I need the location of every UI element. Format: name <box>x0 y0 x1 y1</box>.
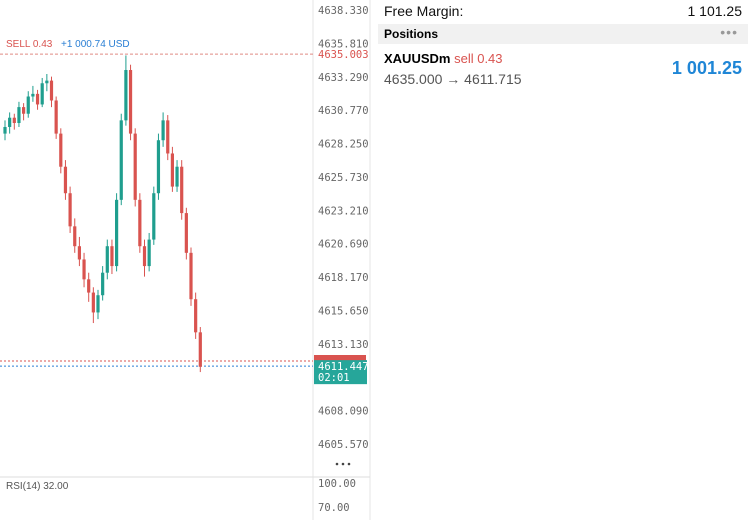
current-price-box <box>314 360 367 385</box>
free-margin-value: 1 101.25 <box>687 3 743 19</box>
candle-body <box>22 107 26 114</box>
rsi-tick: 100.00 <box>318 478 356 490</box>
position-prices: 4635.000 → 4611.715 <box>384 71 522 87</box>
candle-body <box>161 120 165 141</box>
price-tick-label: 4605.570 <box>318 439 369 451</box>
sell-label: SELL 0.43 <box>6 39 53 50</box>
candle-body <box>133 133 137 200</box>
candle-body <box>68 193 72 227</box>
price-tick-label: 4620.690 <box>318 239 369 251</box>
candle-body <box>91 292 95 313</box>
candle-body <box>31 93 35 97</box>
candle-body <box>59 133 63 167</box>
candle-body <box>110 246 114 267</box>
candle-body <box>142 246 147 267</box>
position-symbol: XAUUSDm <box>384 51 451 66</box>
candle-body <box>115 199 119 267</box>
candle-body <box>26 96 30 114</box>
candle-body <box>49 80 54 101</box>
candle-body <box>105 246 109 273</box>
candle-body <box>189 252 193 300</box>
candle-body <box>119 120 123 200</box>
free-margin-label: Free Margin: <box>384 3 464 19</box>
account-panel: Free Margin: 1 101.25 Positions ••• XAUU… <box>378 0 750 520</box>
candle-body <box>3 126 7 134</box>
candle-body <box>73 226 77 247</box>
price-tick-label: 4633.290 <box>318 72 369 84</box>
candle-body <box>87 279 91 293</box>
candle-body <box>35 93 40 105</box>
price-tick-label: 4608.090 <box>318 406 369 418</box>
position-item[interactable]: XAUUSDm sell 0.43 4635.000 → 4611.715 1 … <box>378 50 750 90</box>
price-tick-label: 4613.130 <box>318 339 369 351</box>
position-title: XAUUSDm sell 0.43 <box>384 51 503 66</box>
countdown: 02:01 <box>318 372 350 384</box>
price-tick-label: 4635.810 <box>318 38 369 50</box>
candle-body <box>152 193 156 240</box>
positions-title: Positions <box>384 27 439 41</box>
candle-body <box>156 140 161 194</box>
more-icon[interactable] <box>335 462 351 466</box>
price-tick-label: 4628.250 <box>318 139 369 151</box>
positions-header: Positions ••• <box>378 24 748 44</box>
candle-body <box>45 80 49 84</box>
rsi-label: RSI(14) 32.00 <box>6 481 69 492</box>
rsi-tick: 70.00 <box>318 502 350 514</box>
candle-body <box>194 299 198 333</box>
price-tick-label: 4618.170 <box>318 272 369 284</box>
positions-menu[interactable]: ••• <box>720 24 738 40</box>
candle-body <box>198 332 202 367</box>
candle-body <box>96 295 100 313</box>
candle-body <box>138 199 142 247</box>
candle-body <box>170 153 174 187</box>
candle-body <box>124 70 128 121</box>
price-tick-label: 4638.330 <box>318 5 369 17</box>
position-profit: 1 001.25 <box>671 58 742 78</box>
candle-body <box>54 100 58 134</box>
candle-body <box>8 117 12 127</box>
open-price-label: 4635.003 <box>318 49 369 61</box>
candle-body <box>166 120 170 154</box>
candle-body <box>147 239 151 267</box>
candle-body <box>12 117 16 124</box>
price-tick-label: 4623.210 <box>318 205 369 217</box>
candle-body <box>17 107 21 124</box>
free-margin-row: Free Margin: 1 101.25 <box>384 3 742 19</box>
candle-body <box>77 246 81 260</box>
price-tick-label: 4615.650 <box>318 305 369 317</box>
chart: SELL 0.43 +1 000.74 USD RSI(14) 32.00 10… <box>0 0 371 520</box>
position-side: sell 0.43 <box>454 51 503 66</box>
candle-body <box>128 70 133 134</box>
candle-body <box>180 166 184 214</box>
candle-body <box>82 259 86 280</box>
price-tick-label: 4625.730 <box>318 172 369 184</box>
price-tick-label: 4630.770 <box>318 105 369 117</box>
candle-body <box>63 166 68 194</box>
candle-body <box>175 166 179 187</box>
sell-profit: +1 000.74 USD <box>61 39 130 50</box>
current-price-label: 4611.447 <box>318 361 369 373</box>
candle-body <box>40 83 44 105</box>
candle-body <box>184 213 188 253</box>
candle-body <box>101 272 105 296</box>
